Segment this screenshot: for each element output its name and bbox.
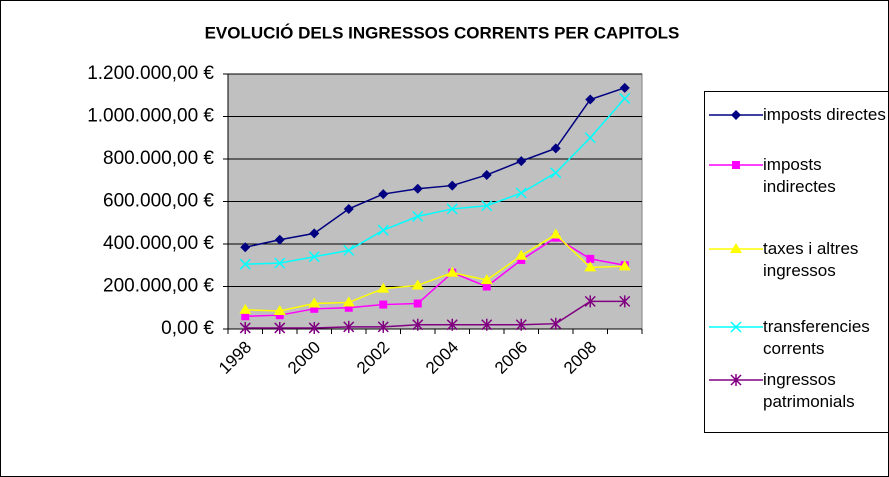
y-tick-label: 800.000,00 € [103,148,214,169]
marker [308,297,321,308]
marker [586,254,595,263]
marker [446,318,458,331]
marker [730,321,742,333]
y-tick-label: 400.000,00 € [103,233,214,254]
marker [412,183,423,194]
marker [412,318,424,331]
marker [619,92,631,104]
y-tick-label: 0,00 € [161,318,214,339]
marker [446,203,458,215]
marker [515,318,527,331]
chart-title: EVOLUCIÓ DELS INGRESSOS CORRENTS PER CAP… [205,23,680,42]
marker [730,243,742,253]
marker [413,299,422,308]
y-tick-label: 1.200.000,00 € [87,63,214,84]
x-tick-label: 2004 [422,338,462,378]
marker [481,318,493,331]
marker [730,374,742,386]
marker [619,295,631,308]
marker [377,320,389,333]
marker [550,167,562,179]
series-line [245,300,625,329]
marker [515,187,527,199]
marker [274,234,285,245]
marker [241,312,250,321]
marker [584,132,596,144]
marker [274,321,286,334]
marker [377,282,390,293]
marker [310,304,319,313]
marker [482,282,491,291]
x-tick-label: 2008 [560,338,600,378]
marker [411,279,424,290]
series-line [245,87,625,248]
marker [517,255,526,264]
series-line [245,97,626,265]
marker [549,228,562,239]
marker [585,94,596,105]
x-tick-label: 2002 [353,338,393,378]
marker [447,180,458,191]
marker [377,224,389,236]
legend-key [709,374,763,386]
marker [446,266,459,277]
x-tick-label: 1998 [215,338,255,378]
legend-key [709,161,763,169]
marker [378,189,389,200]
marker [344,303,353,312]
marker [481,200,493,212]
marker [274,257,286,269]
x-tick-label: 2000 [284,338,324,378]
marker [550,317,562,330]
marker [515,249,528,260]
marker [618,260,631,271]
marker [342,296,355,307]
legend-label: imposts directes [763,105,886,124]
marker [309,228,320,239]
marker [412,210,424,222]
marker [480,274,493,285]
marker [239,321,251,334]
legend-key [709,243,763,253]
marker [731,110,741,120]
legend: imposts directes imposts indirectes taxes … [704,91,888,433]
legend-key [709,110,763,120]
legend-label: ingressos patrimonials [763,370,855,411]
marker [516,156,527,167]
marker [379,300,388,309]
marker [273,304,286,315]
marker [343,244,355,256]
y-tick-label: 600.000,00 € [103,191,214,212]
marker [732,161,740,169]
marker [584,295,596,308]
marker [275,311,284,320]
marker [240,242,251,253]
legend-label: transferencies corrents [763,317,870,358]
marker [343,320,355,333]
legend-key [709,321,763,333]
series-line [245,233,625,312]
y-tick-label: 200.000,00 € [103,276,214,297]
marker [550,143,561,154]
marker [239,258,251,270]
marker [584,261,597,272]
x-tick-label: 2006 [491,338,531,378]
marker [619,82,630,93]
marker [239,303,252,314]
y-tick-label: 1.000.000,00 € [87,106,214,127]
series-line [245,236,625,317]
legend-label: taxes i altres ingressos [763,239,859,280]
marker [308,321,320,334]
legend-label: imposts indirectes [763,155,836,196]
marker [343,203,354,214]
marker [481,169,492,180]
marker [308,251,320,263]
